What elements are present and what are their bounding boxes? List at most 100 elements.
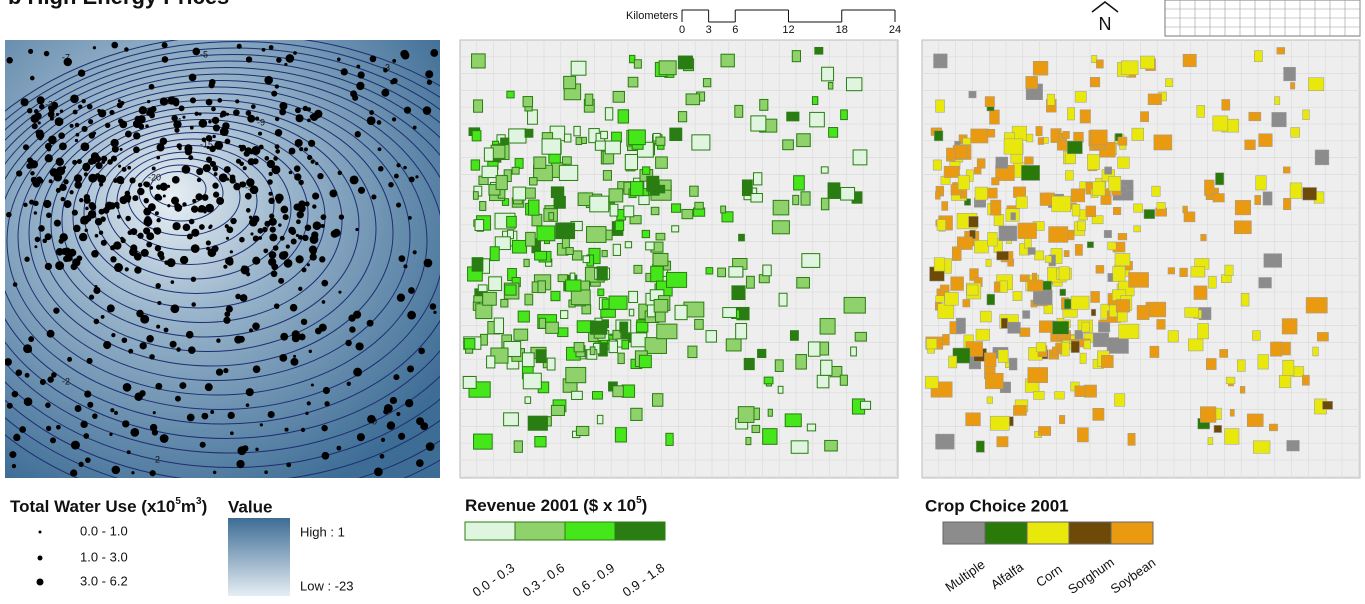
parcel (480, 334, 487, 345)
well (95, 234, 99, 238)
parcel (1119, 324, 1139, 339)
parcel (1108, 242, 1116, 250)
parcel (987, 397, 993, 404)
well (358, 71, 365, 78)
well (275, 129, 282, 136)
parcel (738, 407, 754, 423)
parcel (980, 311, 991, 322)
well (230, 250, 233, 253)
well (290, 304, 298, 312)
well (70, 469, 77, 476)
parcel (796, 355, 807, 370)
parcel (1109, 176, 1121, 191)
well (264, 470, 268, 474)
well (131, 471, 134, 474)
well (155, 211, 159, 215)
well (305, 201, 310, 206)
revenue-swatch (565, 522, 615, 540)
parcel (1252, 331, 1260, 341)
parcel (841, 110, 848, 120)
parcel (474, 434, 493, 449)
well (111, 156, 117, 162)
well (55, 117, 64, 126)
parcel (1274, 97, 1279, 105)
well (46, 426, 51, 431)
parcel (523, 373, 541, 389)
crop-swatch (985, 522, 1027, 544)
well (307, 118, 311, 122)
parcel (990, 110, 1000, 124)
well (213, 192, 219, 198)
parcel (1313, 347, 1319, 356)
well (123, 383, 132, 392)
well (387, 421, 395, 429)
dot-class-label: 0.0 - 1.0 (80, 523, 128, 538)
well (139, 106, 147, 114)
scale-tick-label: 24 (889, 24, 901, 36)
parcel (994, 214, 1004, 225)
parcel (1091, 309, 1095, 316)
well (284, 63, 287, 66)
well (212, 117, 219, 124)
parcel (1128, 433, 1135, 445)
parcel (587, 227, 606, 243)
parcel (1025, 157, 1034, 164)
well (278, 278, 284, 284)
parcel (976, 441, 984, 452)
well (378, 166, 383, 171)
parcel (1118, 137, 1127, 145)
well (279, 354, 287, 362)
parcel (1279, 375, 1291, 388)
well (111, 42, 118, 49)
well (124, 47, 128, 51)
parcel (631, 408, 642, 420)
parcel (529, 200, 539, 215)
well (80, 421, 87, 428)
parcel (974, 167, 981, 174)
parcel (625, 154, 637, 169)
parcel (1026, 76, 1038, 88)
well (329, 189, 337, 197)
parcel (975, 187, 988, 200)
parcel (1134, 226, 1141, 232)
parcel (692, 135, 710, 150)
well (267, 179, 273, 185)
well (246, 178, 254, 186)
parcel (1071, 189, 1085, 202)
parcel (1129, 272, 1149, 287)
well (427, 80, 432, 85)
well (143, 208, 151, 216)
parcel (821, 167, 828, 173)
parcel (940, 285, 949, 292)
well (44, 51, 49, 56)
parcel (659, 185, 665, 192)
parcel (1121, 185, 1127, 192)
parcel (496, 176, 507, 190)
well (311, 383, 314, 386)
parcel (1118, 157, 1130, 168)
well (130, 428, 139, 437)
well (127, 199, 131, 203)
well (191, 302, 196, 307)
parcel (1067, 141, 1082, 154)
well (157, 195, 162, 200)
well (233, 109, 240, 116)
well (219, 173, 228, 182)
parcel (790, 331, 798, 341)
parcel (934, 54, 948, 68)
parcel (1026, 134, 1032, 142)
t: Total Water Use (x10 (10, 497, 175, 516)
parcel (1059, 415, 1064, 423)
well (312, 193, 319, 200)
well (357, 433, 365, 441)
well (209, 225, 212, 228)
parcel (999, 226, 1017, 241)
well (112, 146, 119, 153)
well (213, 471, 216, 474)
crop-class-label: Sorghum (1065, 554, 1117, 597)
parcel (775, 360, 783, 372)
well (243, 166, 247, 170)
well (63, 179, 68, 184)
well (356, 82, 364, 90)
well (101, 315, 105, 319)
